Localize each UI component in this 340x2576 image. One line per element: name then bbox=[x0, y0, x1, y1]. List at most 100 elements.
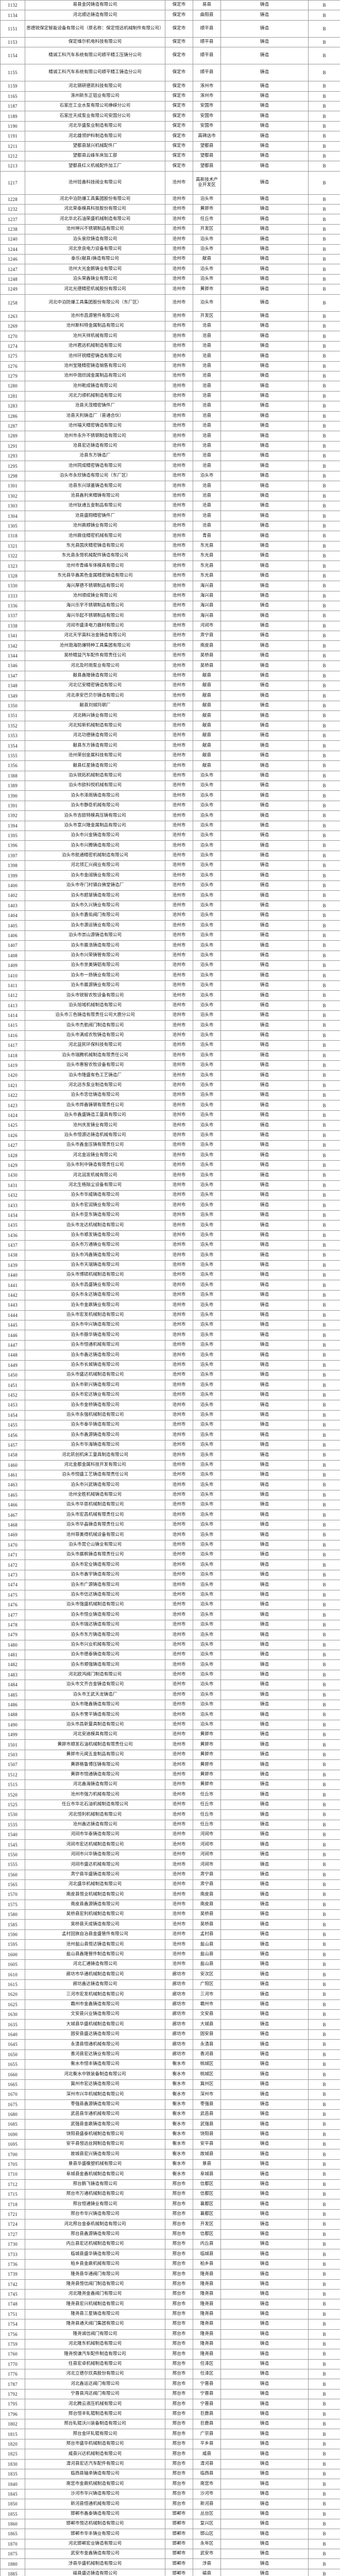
cell-industry: 铸造 bbox=[220, 320, 309, 332]
cell-grade: B bbox=[308, 1889, 340, 1900]
cell-enterprise-name: 河北生格除尘设备有限公司 bbox=[25, 1180, 165, 1191]
table-row: 1484 泊头市文齐合金铸造有限公司 沧州市 泊头市 铸造 B bbox=[0, 1680, 340, 1690]
cell-city: 沧州市 bbox=[165, 930, 193, 941]
cell-grade: B bbox=[308, 2269, 340, 2280]
table-row: 1440 泊头市博硕机械制造有限公司 沧州市 泊头市 铸造 B bbox=[0, 1270, 340, 1281]
cell-grade: B bbox=[308, 740, 340, 751]
cell-grade: B bbox=[308, 264, 340, 275]
cell-city: 沧州市 bbox=[165, 740, 193, 751]
cell-sequence-number: 1745 bbox=[0, 2289, 25, 2300]
cell-industry: 铸造 bbox=[220, 461, 309, 471]
cell-sequence-number: 1712 bbox=[0, 2179, 25, 2190]
cell-county: 青县 bbox=[193, 531, 221, 541]
cell-sequence-number: 1468 bbox=[0, 1519, 25, 1531]
cell-enterprise-name: 望都县慧兴机械配件厂 bbox=[25, 141, 165, 151]
cell-city: 沧州市 bbox=[165, 1769, 193, 1781]
cell-enterprise-name: 河北天宇高科冶金铸造有限公司 bbox=[25, 631, 165, 641]
cell-sequence-number: 1351 bbox=[0, 710, 25, 721]
cell-sequence-number: 1465 bbox=[0, 1489, 25, 1501]
cell-grade: B bbox=[308, 2549, 340, 2560]
table-row: 1751 隆尧县三星铸造有限公司 邢台市 隆尧县 铸造 B bbox=[0, 2309, 340, 2320]
cell-city: 沧州市 bbox=[165, 1879, 193, 1890]
cell-industry: 铸造 bbox=[220, 1849, 309, 1860]
cell-enterprise-name: 河北金都金属科技开发有限公司 bbox=[25, 1460, 165, 1470]
cell-grade: B bbox=[308, 2059, 340, 2070]
cell-industry: 铸造 bbox=[220, 1899, 309, 1910]
cell-industry: 铸造 bbox=[220, 550, 309, 562]
cell-enterprise-name: 沧州市强力机械有限公司 bbox=[25, 1789, 165, 1800]
cell-grade: B bbox=[308, 1130, 340, 1141]
cell-sequence-number: 1595 bbox=[0, 1939, 25, 1950]
table-row: 1475 泊头市信达铸造有限公司 沧州市 泊头市 铸造 B bbox=[0, 1589, 340, 1600]
table-row: 1555 河间市盛达机械有限公司 沧州市 河间市 铸造 B bbox=[0, 1859, 340, 1870]
cell-grade: B bbox=[308, 1350, 340, 1361]
cell-grade: B bbox=[308, 1619, 340, 1631]
cell-county: 河间市 bbox=[193, 1849, 221, 1860]
table-row: 1759 河北隆东机械制造有限公司 邢台市 隆尧县 铸造 B bbox=[0, 2338, 340, 2350]
cell-county: 三河市 bbox=[193, 1989, 221, 2000]
cell-industry: 铸造 bbox=[220, 1130, 309, 1141]
cell-grade: B bbox=[308, 2509, 340, 2519]
cell-enterprise-name: 泊头市雪平铸造有限公司 bbox=[25, 1709, 165, 1720]
cell-county: 沧县 bbox=[193, 391, 221, 402]
cell-sequence-number: 1615 bbox=[0, 1979, 25, 1990]
cell-sequence-number: 1640 bbox=[0, 2029, 25, 2040]
cell-grade: B bbox=[308, 1780, 340, 1790]
cell-sequence-number: 1860 bbox=[0, 2518, 25, 2530]
table-row: 1190 河北华盛泵业制造有限公司 保定市 安国市 铸造 B bbox=[0, 121, 340, 132]
cell-enterprise-name: 献县鑫隆铸造有限公司 bbox=[25, 670, 165, 682]
table-row: 1425 沧州庆发铸业有限公司 沧州市 泊头市 铸造 B bbox=[0, 1120, 340, 1131]
cell-industry: 铸造 bbox=[220, 391, 309, 402]
table-row: 1745 河北隆尧金鑫阀门有限公司 邢台市 隆尧县 铸造 B bbox=[0, 2289, 340, 2300]
cell-sequence-number: 1419 bbox=[0, 1060, 25, 1071]
cell-city: 保定市 bbox=[165, 111, 193, 122]
cell-city: 沧州市 bbox=[165, 810, 193, 821]
cell-industry: 铸造 bbox=[220, 1260, 309, 1271]
cell-grade: B bbox=[308, 2249, 340, 2260]
cell-county: 泊头市 bbox=[193, 920, 221, 931]
cell-county: 泊头市 bbox=[193, 1090, 221, 1101]
table-row: 1595 沧州盐山县恒达铸造有限公司 沧州市 盐山县 铸造 B bbox=[0, 1939, 340, 1950]
cell-city: 沧州市 bbox=[165, 1340, 193, 1351]
cell-grade: B bbox=[308, 1550, 340, 1561]
cell-enterprise-name: 沧县天茂精密铸件厂 bbox=[25, 401, 165, 412]
cell-enterprise-name: 泊头市静臣机械有限公司 bbox=[25, 800, 165, 811]
table-row: 1389 泊头市欧科悦机械有限公司 沧州市 泊头市 铸造 B bbox=[0, 780, 340, 791]
cell-city: 沧州市 bbox=[165, 1290, 193, 1301]
table-row: 1423 泊头市烨鑫铸钢有限责任公司 沧州市 泊头市 铸造 B bbox=[0, 1100, 340, 1111]
cell-industry: 铸造 bbox=[220, 800, 309, 811]
cell-city: 邢台市 bbox=[165, 2259, 193, 2270]
cell-city: 沧州市 bbox=[165, 1519, 193, 1531]
cell-industry: 铸造 bbox=[220, 1190, 309, 1201]
cell-industry: 铸造 bbox=[220, 2139, 309, 2150]
cell-industry: 铸造 bbox=[220, 670, 309, 682]
cell-industry: 铸造 bbox=[220, 0, 309, 11]
table-row: 1441 泊头市昌盛铸业有限公司 沧州市 泊头市 铸造 B bbox=[0, 1280, 340, 1291]
table-row: 1211 望都县慧兴机械配件厂 保定市 望都县 铸造 B bbox=[0, 141, 340, 151]
cell-grade: B bbox=[308, 2388, 340, 2400]
cell-grade: B bbox=[308, 37, 340, 48]
cell-industry: 铸造 bbox=[220, 681, 309, 691]
cell-grade: B bbox=[308, 1959, 340, 1970]
table-row: 1485 泊头市王武天龙铸造厂 沧州市 泊头市 铸造 B bbox=[0, 1689, 340, 1700]
table-row: 1151 思德锐保定智能设备有限公司（原名称：保定恒远机械制件有限公司） 保定市 顺平… bbox=[0, 20, 340, 38]
cell-county: 泊头市 bbox=[193, 1709, 221, 1720]
cell-grade: B bbox=[308, 294, 340, 312]
cell-sequence-number: 1353 bbox=[0, 730, 25, 741]
table-row: 1336 海兴乐宇不锈钢制品有限公司 沧州市 海兴县 铸造 B bbox=[0, 600, 340, 612]
cell-enterprise-name: 隆尧诚信阀门有限公司 bbox=[25, 2329, 165, 2340]
cell-sequence-number: 1760 bbox=[0, 2349, 25, 2360]
cell-city: 沧州市 bbox=[165, 820, 193, 831]
cell-county: 沧县 bbox=[193, 451, 221, 462]
cell-sequence-number: 1736 bbox=[0, 2259, 25, 2270]
table-row: 1305 沧州鼎顺铸业有限公司 沧州市 沧县 铸造 B bbox=[0, 520, 340, 532]
cell-county: 沧县 bbox=[193, 361, 221, 371]
cell-industry: 铸造 bbox=[220, 631, 309, 641]
cell-city: 邢台市 bbox=[165, 2468, 193, 2480]
cell-grade: B bbox=[308, 361, 340, 371]
cell-county: 河间市 bbox=[193, 620, 221, 632]
cell-city: 沧州市 bbox=[165, 1050, 193, 1061]
cell-enterprise-name: 沧州荣创金属科技有限公司 bbox=[25, 750, 165, 761]
cell-grade: B bbox=[308, 520, 340, 532]
cell-enterprise-name: 河北及时雨泵业有限公司 bbox=[25, 660, 165, 671]
